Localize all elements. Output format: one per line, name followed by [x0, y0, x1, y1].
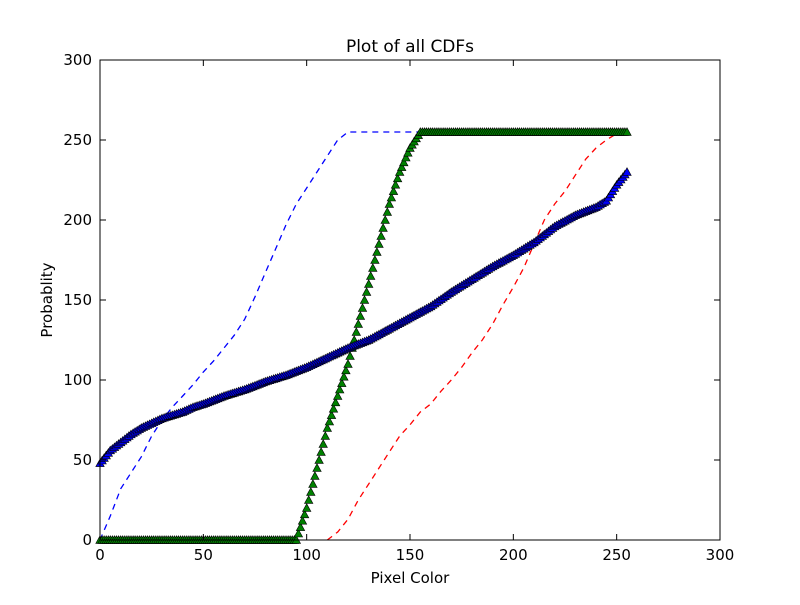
x-tick-label: 150 — [396, 546, 425, 564]
series-1 — [99, 131, 421, 541]
y-tick-label: 200 — [63, 211, 92, 229]
series-2-line — [326, 131, 628, 541]
series-3-marker — [316, 447, 326, 456]
series-3-marker — [372, 247, 382, 256]
y-tick-label: 250 — [63, 131, 92, 149]
series-3-marker — [310, 471, 320, 480]
series-3-marker — [322, 423, 333, 432]
series-3-marker — [343, 359, 353, 368]
series-3-marker — [314, 455, 324, 464]
series-3-marker — [399, 157, 409, 167]
series-3-marker — [301, 503, 312, 512]
chart-title: Plot of all CDFs — [346, 37, 474, 57]
series-3-marker — [370, 255, 380, 264]
series-3-marker — [332, 391, 343, 400]
y-tick-label: 100 — [63, 371, 92, 389]
series-1-line — [99, 131, 421, 541]
series-3-marker — [339, 371, 349, 381]
x-tick-label: 0 — [95, 546, 105, 564]
series-3-marker — [384, 199, 395, 208]
series-3-marker — [328, 403, 339, 413]
series-3-marker — [403, 147, 413, 157]
series-3-marker — [345, 351, 355, 360]
series-2 — [326, 131, 628, 541]
series-3-marker — [359, 295, 370, 304]
x-tick-label: 300 — [706, 546, 735, 564]
series-3-marker — [299, 509, 310, 519]
series-3-marker — [361, 287, 372, 296]
series-3-marker — [401, 152, 411, 162]
x-tick-label: 250 — [602, 546, 631, 564]
y-tick-label: 300 — [63, 51, 92, 69]
x-tick-label: 50 — [194, 546, 213, 564]
series-3-marker — [368, 263, 378, 272]
series-3-marker — [337, 378, 347, 387]
series-3-marker — [390, 179, 401, 189]
series-3-marker — [312, 463, 322, 472]
series-3-marker — [357, 303, 368, 312]
series-3-marker — [386, 192, 397, 202]
series-3-marker — [363, 279, 374, 288]
series-3-marker — [303, 495, 314, 504]
series-3-marker — [324, 416, 335, 426]
axes-layer: 0 50 100 150 200 250 300 0 50 100 150 200 250 300 — [63, 51, 734, 564]
y-tick-label: 0 — [82, 531, 92, 549]
series-3-marker — [330, 397, 341, 407]
series-3-marker — [382, 207, 393, 216]
series-4 — [95, 167, 632, 467]
series-3-marker — [308, 479, 318, 488]
y-tick-label: 150 — [63, 291, 92, 309]
series-3-marker — [378, 223, 388, 232]
series-3-marker — [318, 439, 328, 448]
series-3-marker — [326, 410, 337, 419]
series-3-marker — [320, 431, 331, 440]
series-3-marker — [388, 186, 399, 195]
series-3-marker — [293, 528, 304, 538]
series-3-marker — [295, 522, 306, 531]
series-3-marker — [376, 231, 386, 240]
series-3-marker — [394, 167, 405, 176]
series-3-marker — [355, 311, 366, 320]
x-tick-label: 100 — [292, 546, 321, 564]
series-3-marker — [306, 487, 316, 496]
y-axis-label: Probablity — [38, 262, 56, 337]
series-3-marker — [341, 365, 351, 375]
series-3-marker — [351, 327, 362, 336]
series-3-marker — [622, 127, 632, 136]
series-3-marker — [334, 384, 345, 394]
x-axis-label: Pixel Color — [371, 569, 450, 587]
series-3-marker — [396, 162, 407, 171]
series-3-marker — [380, 215, 390, 224]
series-3-marker — [353, 319, 364, 328]
series-3-marker — [365, 271, 376, 280]
series-4-marker — [622, 167, 632, 176]
series-3-marker — [374, 239, 384, 248]
series-3-marker — [297, 515, 308, 525]
series-3-marker — [392, 173, 403, 183]
x-tick-label: 200 — [499, 546, 528, 564]
y-tick-label: 50 — [73, 451, 92, 469]
